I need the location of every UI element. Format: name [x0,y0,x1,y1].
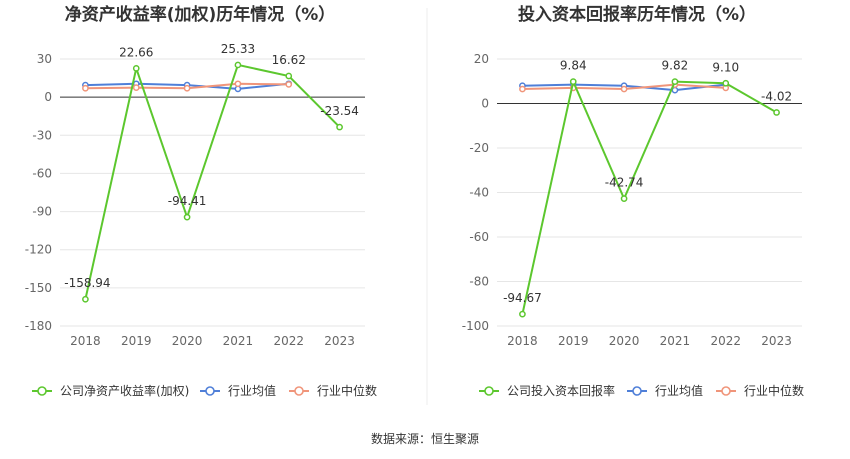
legend-label[interactable]: 公司净资产收益率(加权) [60,383,189,398]
x-tick-label: 2019 [121,334,152,348]
data-point [234,61,242,69]
data-point [183,84,191,92]
y-tick-label: -90 [32,205,52,219]
y-tick-label: -150 [25,281,52,295]
x-tick-label: 2018 [70,334,101,348]
data-point [285,72,293,80]
x-tick-label: 2022 [710,334,741,348]
data-point [773,109,780,116]
data-point [620,85,628,93]
data-label: 16.62 [272,53,306,67]
data-point [183,213,191,221]
legend-label[interactable]: 行业均值 [655,383,703,398]
y-tick-label: 30 [37,52,52,66]
legend-label[interactable]: 行业中位数 [744,383,804,398]
source-note: 数据来源：恒生聚源 [371,431,479,446]
legend-label[interactable]: 公司投入资本回报率 [507,383,615,398]
data-point [671,78,679,86]
x-tick-label: 2019 [558,334,589,348]
legend-label[interactable]: 行业中位数 [317,383,377,398]
data-point [132,84,140,91]
y-tick-label: 0 [44,90,52,104]
x-tick-label: 2023 [324,334,355,348]
y-tick-label: 0 [481,97,489,111]
data-point [722,79,730,87]
y-tick-label: -60 [32,166,52,180]
data-point [82,295,89,303]
x-tick-label: 2022 [273,334,304,348]
legend-marker-dot [632,386,642,396]
data-point [519,310,526,318]
roe-chart-title: 净资产收益率(加权)历年情况（%） [65,4,336,25]
data-label: -94.67 [503,291,542,305]
y-tick-label: -40 [469,186,489,200]
x-tick-label: 2023 [761,334,792,348]
x-tick-label: 2018 [507,334,538,348]
legend-marker-dot [37,386,47,396]
data-point [82,84,89,92]
data-point [132,64,140,72]
legend-marker-dot [294,386,304,396]
data-label: 25.33 [221,42,255,56]
data-point [336,123,343,131]
legend-label[interactable]: 行业均值 [228,383,276,398]
legend-marker-dot [205,386,215,396]
data-label: -158.94 [64,276,110,290]
series-line [521,78,778,315]
roic-chart: 投入资本回报率历年情况（%） 20 0 -20 -40 -60 -80 -100 2018 20… [462,4,804,398]
legend-marker-dot [721,386,731,396]
data-label: -94.41 [168,194,207,208]
legend-marker-dot [484,386,494,396]
roic-chart-title: 投入资本回报率历年情况（%） [518,4,756,25]
roe-chart: 净资产收益率(加权)历年情况（%） 30 0 -30 -60 -90 -120 -150 -1… [25,4,377,398]
data-point [234,80,242,88]
y-tick-label: -120 [25,243,52,257]
x-tick-label: 2020 [609,334,640,348]
y-tick-label: -30 [32,128,52,142]
x-tick-label: 2021 [223,334,254,348]
data-label: -23.54 [320,104,359,118]
data-point [569,78,577,85]
data-point [620,195,628,202]
y-tick-label: -20 [469,141,489,155]
y-tick-label: -180 [25,319,52,333]
data-point [519,85,526,93]
x-tick-label: 2021 [660,334,691,348]
y-tick-label: -100 [462,319,489,333]
data-point [285,81,293,88]
data-label: -4.02 [761,89,792,103]
data-label: 9.84 [560,59,587,73]
y-tick-label: -60 [469,230,489,244]
data-label: 9.82 [662,59,689,73]
data-label: 22.66 [119,45,153,59]
data-label: 9.10 [712,60,739,74]
y-tick-label: -80 [469,275,489,289]
data-label: -42.74 [605,176,644,190]
y-tick-label: 20 [474,52,489,66]
x-tick-label: 2020 [172,334,203,348]
series-line [84,63,341,300]
